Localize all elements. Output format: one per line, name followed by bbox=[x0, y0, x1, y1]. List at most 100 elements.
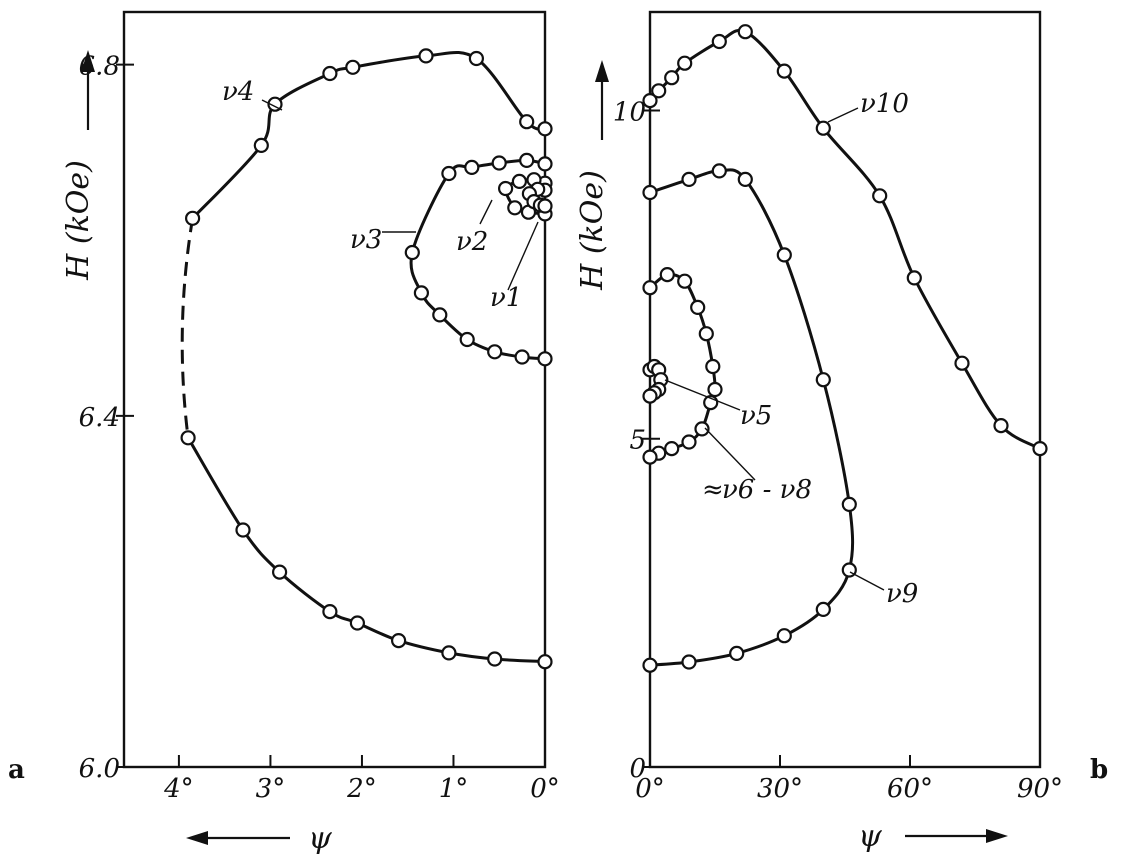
panel-b-xtick-label: 0° bbox=[635, 774, 665, 804]
data-point bbox=[491, 155, 507, 171]
data-point bbox=[404, 244, 420, 261]
data-point bbox=[487, 651, 503, 667]
data-point bbox=[642, 388, 658, 404]
data-point bbox=[737, 24, 753, 40]
panel-a-xtick-label: 4° bbox=[163, 774, 194, 804]
annotation-nu5: ν5 bbox=[664, 379, 772, 431]
annotation-nu9: ν9 bbox=[849, 571, 918, 609]
data-point bbox=[349, 615, 365, 631]
svg-text:ν9: ν9 bbox=[886, 579, 918, 609]
panel-a-xtick-label: 0° bbox=[530, 774, 560, 804]
panel-b-y-arrow bbox=[595, 60, 609, 140]
data-point bbox=[642, 280, 658, 296]
data-point bbox=[729, 645, 745, 662]
data-point bbox=[815, 372, 831, 388]
panel-a-ytick-label: 6.4 bbox=[79, 403, 120, 433]
panel-b-letter: b bbox=[1090, 755, 1108, 785]
svg-text:ν1: ν1 bbox=[490, 283, 522, 313]
series--5 bbox=[642, 358, 669, 404]
data-point bbox=[519, 114, 535, 130]
panel-a-y-arrow bbox=[81, 50, 95, 130]
panel-b-ytick-label: 0 bbox=[629, 754, 646, 784]
panel-b-xtick-label: 60° bbox=[887, 774, 933, 804]
data-point bbox=[642, 92, 658, 109]
data-point bbox=[487, 344, 503, 360]
data-point bbox=[681, 434, 697, 450]
panel-b-x-arrow bbox=[905, 829, 1008, 843]
data-point bbox=[776, 628, 792, 644]
data-point bbox=[677, 273, 693, 289]
data-point bbox=[537, 198, 553, 214]
panel-a-x-arrow bbox=[186, 831, 290, 845]
data-point bbox=[185, 210, 201, 226]
data-point bbox=[906, 270, 922, 286]
data-point bbox=[707, 381, 723, 398]
svg-text:ν10: ν10 bbox=[860, 89, 909, 119]
svg-text:ν2: ν2 bbox=[456, 227, 488, 257]
data-point bbox=[954, 355, 970, 371]
data-point bbox=[705, 358, 721, 375]
panel-b-axes: 0° 30° 60° 90° 0 5 10 bbox=[613, 97, 1063, 804]
data-point bbox=[537, 351, 553, 367]
data-point bbox=[776, 247, 792, 263]
data-point bbox=[498, 180, 514, 197]
data-point bbox=[519, 152, 535, 168]
series-line bbox=[180, 218, 195, 438]
data-point bbox=[694, 421, 710, 437]
panel-a-ylabel: H (kOe) bbox=[61, 160, 96, 281]
data-point bbox=[681, 171, 697, 187]
data-point bbox=[418, 48, 434, 64]
data-point bbox=[690, 299, 706, 315]
panel-a-axes: 4° 3° 2° 1° 0°6.06.46.8 bbox=[79, 52, 560, 804]
panel-b-xlabel: ψ bbox=[858, 819, 882, 854]
data-point bbox=[698, 326, 714, 342]
panel-a-xlabel: ψ bbox=[308, 821, 332, 856]
data-point bbox=[322, 603, 338, 620]
panel-a-curves bbox=[180, 48, 553, 670]
annotation-nu10: ν10 bbox=[827, 89, 909, 123]
data-point bbox=[677, 55, 693, 71]
panel-a-ytick-label: 6.0 bbox=[79, 754, 120, 784]
data-point bbox=[711, 33, 727, 50]
annotation-nu6-nu8: ≈ ν6 - ν8 bbox=[702, 427, 812, 505]
panel-b-xtick-label: 90° bbox=[1017, 774, 1063, 804]
data-point bbox=[253, 137, 269, 153]
data-point bbox=[659, 267, 675, 283]
data-point bbox=[441, 645, 457, 661]
data-point bbox=[537, 654, 553, 670]
data-point bbox=[235, 522, 251, 538]
svg-text:ν4: ν4 bbox=[222, 77, 254, 107]
annotation-nu4: ν4 bbox=[222, 77, 283, 111]
data-point bbox=[642, 449, 658, 465]
data-point bbox=[711, 163, 727, 179]
data-point bbox=[841, 496, 857, 512]
data-point bbox=[993, 418, 1009, 434]
series--4 bbox=[180, 48, 553, 670]
data-point bbox=[642, 657, 658, 673]
annotation-nu3: ν3 bbox=[350, 225, 416, 255]
data-point bbox=[459, 331, 475, 348]
data-point bbox=[507, 200, 523, 216]
panel-a-xtick-label: 2° bbox=[346, 774, 377, 804]
svg-text:≈: ≈ bbox=[702, 475, 724, 505]
data-point bbox=[664, 441, 680, 457]
panel-a-letter: a bbox=[8, 755, 25, 785]
panel-b-xtick-label: 30° bbox=[757, 774, 803, 804]
series--9 bbox=[642, 163, 857, 673]
panel-a-xtick-label: 1° bbox=[439, 774, 469, 804]
data-point bbox=[345, 59, 361, 75]
data-point bbox=[537, 156, 553, 172]
series--1 bbox=[521, 181, 553, 214]
panel-a-xtick-label: 3° bbox=[256, 774, 286, 804]
panel-b-curves bbox=[642, 24, 1048, 673]
panel-a-frame bbox=[122, 10, 547, 769]
data-point bbox=[514, 349, 530, 365]
series--6-8 bbox=[642, 267, 723, 465]
data-point bbox=[1032, 441, 1048, 457]
data-point bbox=[272, 564, 288, 580]
data-point bbox=[432, 307, 448, 323]
data-point bbox=[511, 173, 528, 189]
data-point bbox=[468, 50, 484, 67]
annotation-nu2: ν2 bbox=[456, 199, 493, 257]
